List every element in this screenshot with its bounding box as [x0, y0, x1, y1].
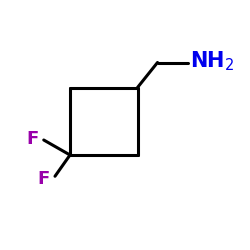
Text: NH$_2$: NH$_2$: [190, 50, 234, 73]
Text: F: F: [26, 130, 39, 148]
Text: F: F: [38, 170, 50, 188]
